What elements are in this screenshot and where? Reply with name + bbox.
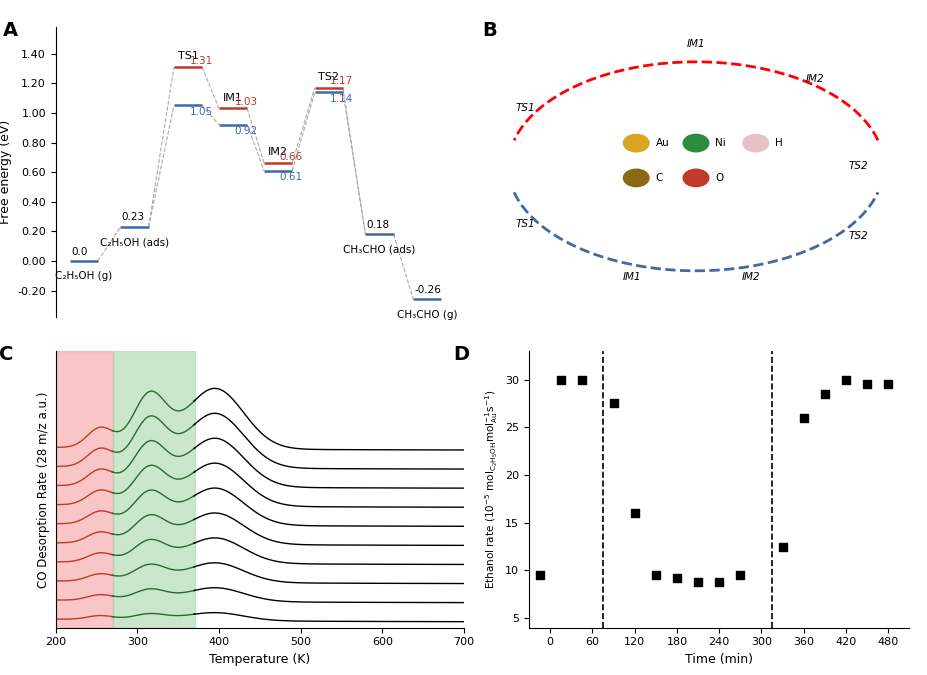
Text: Ni: Ni: [715, 138, 725, 148]
Bar: [113, 351, 195, 628]
Point: [605, 398, 620, 409]
Point: [880, 379, 895, 389]
Text: IM1: IM1: [222, 92, 243, 103]
Circle shape: [682, 134, 708, 152]
Point: [774, 541, 789, 552]
Text: Au: Au: [654, 138, 668, 148]
Point: [732, 570, 747, 580]
Text: TS1: TS1: [514, 103, 535, 113]
Point: [817, 389, 832, 400]
Text: C: C: [654, 173, 662, 183]
Text: 0.0: 0.0: [71, 246, 87, 256]
Text: TS2: TS2: [847, 231, 867, 241]
Text: 1.17: 1.17: [330, 76, 353, 86]
X-axis label: Time (min): Time (min): [684, 653, 753, 666]
Text: C₂H₅OH (g): C₂H₅OH (g): [55, 271, 112, 281]
Text: O: O: [715, 173, 723, 183]
Circle shape: [623, 169, 648, 186]
Text: -0.26: -0.26: [414, 285, 441, 295]
Text: 0.18: 0.18: [366, 220, 389, 230]
Point: [531, 570, 546, 580]
Text: C: C: [0, 346, 13, 365]
Circle shape: [682, 169, 708, 186]
Text: IM2: IM2: [806, 74, 824, 84]
Point: [690, 576, 705, 587]
Text: CH₃CHO (g): CH₃CHO (g): [397, 310, 457, 320]
Text: 1.05: 1.05: [189, 107, 212, 117]
Text: IM1: IM1: [686, 39, 705, 49]
Point: [838, 374, 853, 385]
Text: A: A: [3, 21, 18, 40]
Text: 1.31: 1.31: [189, 55, 212, 65]
Text: CH₃CHO (ads): CH₃CHO (ads): [343, 245, 415, 254]
Text: TS1: TS1: [177, 51, 198, 61]
Point: [574, 374, 589, 385]
Text: IM2: IM2: [742, 271, 760, 281]
Y-axis label: CO Desorption Rate (28 m/z a.u.): CO Desorption Rate (28 m/z a.u.): [37, 392, 50, 587]
Point: [795, 412, 810, 423]
Bar: [56, 351, 113, 628]
Text: 0.23: 0.23: [121, 213, 145, 223]
Text: 1.14: 1.14: [330, 94, 353, 104]
Text: TS2: TS2: [318, 72, 339, 82]
Text: C₂H₅OH (ads): C₂H₅OH (ads): [100, 238, 169, 247]
Text: 0.66: 0.66: [279, 152, 302, 162]
Text: IM2: IM2: [268, 147, 287, 157]
Text: B: B: [482, 21, 497, 40]
Point: [648, 570, 663, 580]
Point: [858, 379, 873, 389]
Text: TS1: TS1: [514, 219, 535, 230]
Point: [668, 572, 683, 583]
Y-axis label: Ethanol rate ($10^{-5}$ mol$_{\mathregular{C_2H_5OH}}$mol$^{-1}_{\mathregular{Au: Ethanol rate ($10^{-5}$ mol$_{\mathregul…: [482, 389, 499, 589]
Text: 0.61: 0.61: [279, 172, 302, 182]
Text: IM1: IM1: [622, 271, 641, 281]
Circle shape: [623, 134, 648, 152]
Text: 0.92: 0.92: [235, 126, 258, 136]
X-axis label: Temperature (K): Temperature (K): [209, 653, 311, 666]
Text: 1.03: 1.03: [235, 97, 258, 107]
Text: TS2: TS2: [847, 161, 867, 171]
Point: [711, 576, 726, 587]
Y-axis label: Free energy (eV): Free energy (eV): [0, 120, 12, 224]
Point: [627, 508, 641, 518]
Point: [552, 374, 567, 385]
Text: D: D: [452, 346, 468, 365]
Circle shape: [743, 134, 768, 152]
Text: H: H: [774, 138, 781, 148]
